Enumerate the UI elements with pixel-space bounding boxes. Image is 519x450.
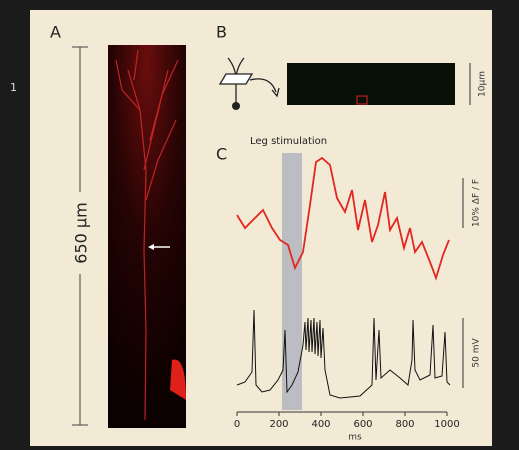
arrow-head [148, 244, 154, 250]
scale-label: 10µm [478, 71, 488, 97]
scale-label: 650 µm [72, 202, 91, 263]
scale-gap [64, 192, 96, 274]
x-tick-label: 600 [353, 419, 372, 430]
stimulus-band [282, 153, 302, 410]
roi-box [356, 95, 368, 105]
x-tick-label: 200 [269, 419, 288, 430]
panel-label: C [216, 145, 227, 164]
x-tick-label: 800 [395, 419, 414, 430]
calcium-trace [236, 156, 450, 281]
x-tick-label: 1000 [434, 419, 459, 430]
neuron [115, 49, 179, 421]
voltage-trace [236, 309, 451, 399]
cell-body [170, 359, 186, 400]
micrograph [287, 63, 455, 105]
annotation: Leg stimulation [250, 136, 327, 147]
x-tick-label: 0 [234, 419, 240, 430]
scale-label: 50 mV [472, 338, 482, 368]
side-label: 1 [10, 81, 17, 94]
neuron-icon [218, 57, 280, 104]
x-tick-label: 400 [311, 419, 330, 430]
x-axis-label: ms [348, 433, 362, 443]
panel-label: A [50, 23, 61, 42]
panel-label: B [216, 23, 227, 42]
soma-icon [232, 102, 240, 110]
scale-label: 10% ΔF / F [472, 179, 482, 227]
